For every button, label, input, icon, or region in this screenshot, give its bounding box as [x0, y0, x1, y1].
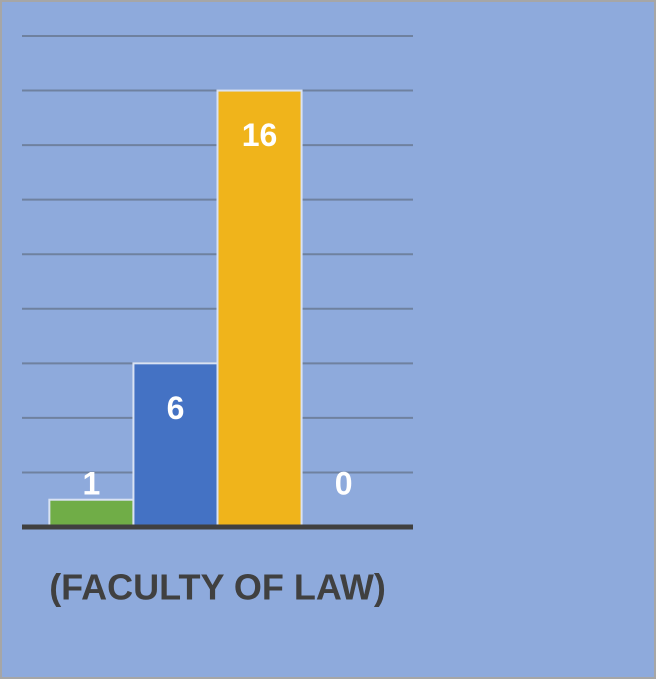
bar — [48, 498, 135, 529]
data-label: 16 — [242, 117, 278, 153]
data-label: 0 — [335, 465, 353, 501]
x-tick-label: (FACULTY OF LAW) — [49, 567, 386, 608]
data-label: 1 — [83, 465, 101, 501]
data-label: 6 — [167, 390, 185, 426]
bar — [216, 89, 303, 529]
bar — [132, 362, 219, 529]
